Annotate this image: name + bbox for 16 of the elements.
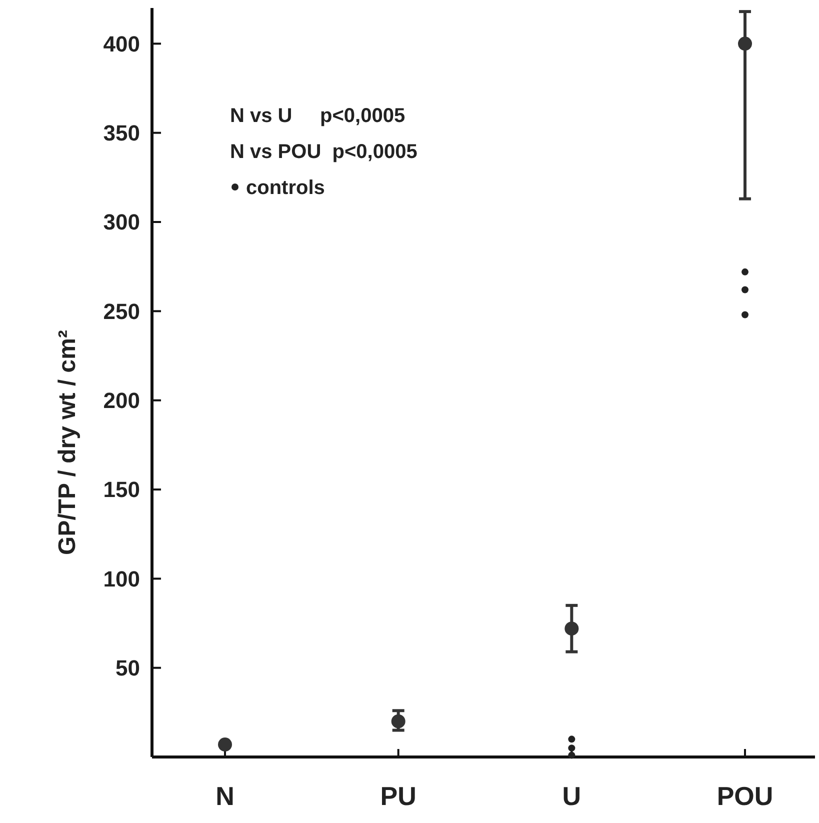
legend-label: controls — [246, 177, 325, 199]
y-tick-label: 300 — [103, 210, 140, 235]
x-tick-label: U — [562, 781, 582, 811]
y-tick-label: 100 — [103, 566, 140, 592]
y-tick-label: 350 — [103, 120, 140, 146]
x-tick-label: N — [216, 781, 234, 811]
y-tick-label: 250 — [103, 298, 140, 324]
annotation: N vs POU p<0,0005 — [230, 141, 418, 163]
x-tick-label: POU — [716, 781, 774, 811]
y-tick-label: 200 — [103, 388, 140, 414]
y-tick-label: 400 — [103, 31, 140, 56]
y-axis-title: GP/TP / dry wt / cm² — [54, 330, 81, 555]
y-tick-label: 150 — [103, 477, 140, 502]
y-tick-label: 50 — [116, 656, 140, 681]
annotation: N vs U p<0,0005 — [230, 105, 406, 127]
x-tick-label: PU — [380, 781, 416, 811]
